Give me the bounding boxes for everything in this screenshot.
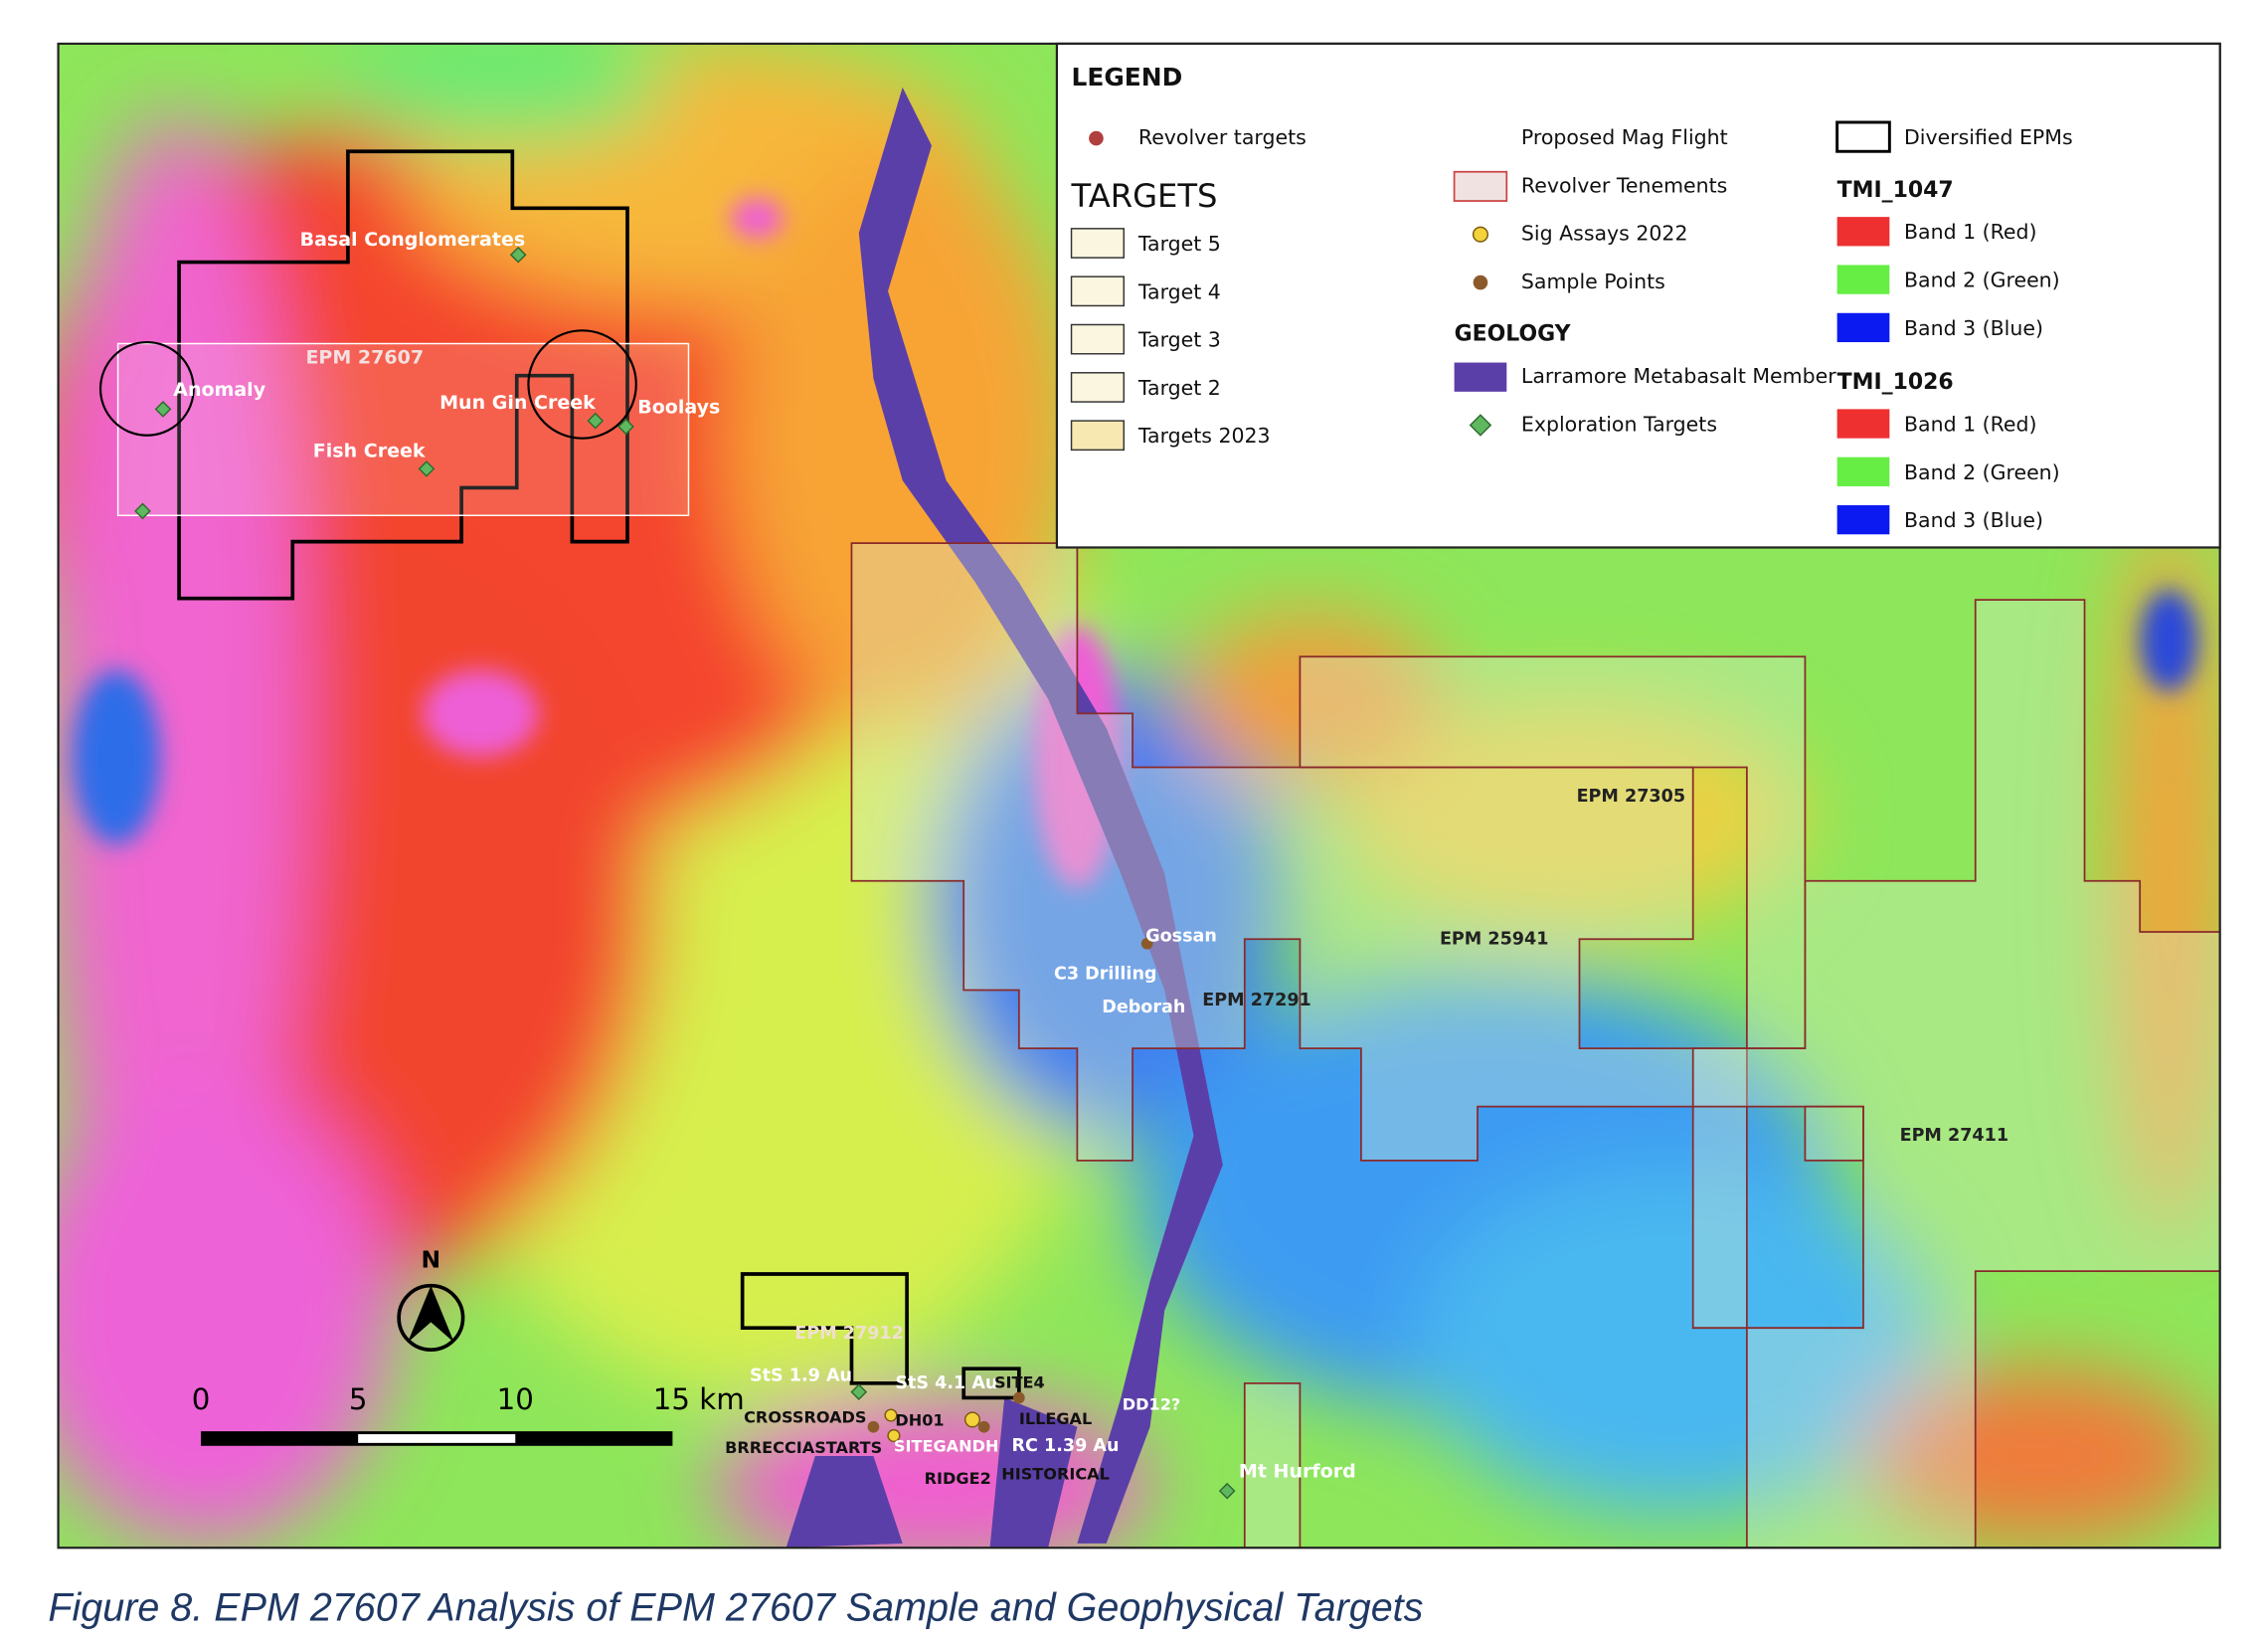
legend-text: Band 1 (Red) — [1904, 412, 2037, 436]
legend-swatch — [1836, 312, 1890, 343]
map-label: SITE4 — [994, 1372, 1045, 1391]
map-label: ILLEGAL — [1019, 1409, 1092, 1428]
legend-swatch — [1070, 323, 1125, 355]
map-label: C3 Drilling — [1054, 964, 1157, 984]
legend-swatch — [1836, 409, 1890, 439]
map-label: Anomaly — [173, 379, 265, 401]
legend-swatch — [1070, 275, 1125, 307]
legend-swatch — [1836, 217, 1890, 247]
legend-title: LEGEND — [1072, 63, 1183, 91]
map-label: EPM 27411 — [1900, 1126, 2008, 1146]
legend-text: Band 2 (Green) — [1904, 460, 2060, 484]
legend-text: Sample Points — [1521, 270, 1665, 293]
map-label: Fish Creek — [313, 440, 427, 461]
legend-text: Revolver targets — [1138, 125, 1307, 149]
map-label: StS 4.1 Au — [895, 1373, 997, 1393]
legend-swatch — [1836, 265, 1890, 294]
legend-heading: GEOLOGY — [1455, 322, 1572, 347]
legend-text: Revolver Tenements — [1521, 173, 1727, 197]
legend-heading: TARGETS — [1071, 177, 1218, 215]
map-label: HISTORICAL — [1001, 1465, 1110, 1484]
north-label: N — [422, 1245, 441, 1273]
scale-label: 5 — [349, 1382, 368, 1416]
legend-text: Band 1 (Red) — [1904, 220, 2037, 244]
legend-swatch — [1836, 456, 1890, 486]
legend-heading: TMI_1047 — [1837, 178, 1954, 203]
map-label: CROSSROADS — [744, 1407, 866, 1426]
caption: Figure 8. EPM 27607 Analysis of EPM 2760… — [48, 1586, 1423, 1630]
legend-text: Targets 2023 — [1137, 424, 1271, 448]
legend-text: Exploration Targets — [1521, 412, 1717, 436]
legend-text: Band 2 (Green) — [1904, 269, 2060, 292]
map-label: Mun Gin Creek — [439, 392, 597, 414]
map-label: EPM 25941 — [1440, 929, 1548, 949]
map-label: Deborah — [1102, 998, 1185, 1017]
legend-swatch — [1070, 372, 1125, 403]
legend-text: Diversified EPMs — [1904, 125, 2073, 149]
map-label: DH01 — [895, 1410, 944, 1429]
legend-swatch — [1070, 228, 1125, 259]
legend-text: Target 2 — [1137, 376, 1221, 400]
scale-label: 10 — [497, 1382, 534, 1416]
legend-text: Target 3 — [1137, 328, 1221, 352]
legend-text: Proposed Mag Flight — [1521, 125, 1728, 149]
map-label: BRRECCIASTARTS — [725, 1438, 882, 1457]
map-label: EPM 27607 — [305, 347, 424, 369]
map-label: RIDGE2 — [925, 1469, 991, 1488]
legend-text: Target 5 — [1137, 232, 1221, 256]
map-label: SITEGANDH — [894, 1437, 999, 1456]
scale-label: 0 — [192, 1382, 211, 1416]
legend-heading: TMI_1026 — [1837, 370, 1954, 395]
map-label: EPM 27291 — [1202, 991, 1310, 1010]
legend-text: Target 4 — [1137, 279, 1221, 303]
map-label: EPM 27305 — [1577, 787, 1685, 807]
map-label: EPM 27912 — [794, 1324, 903, 1344]
map-label: Mt Hurford — [1239, 1461, 1356, 1483]
map-label: Basal Conglomerates — [300, 229, 526, 251]
legend-text: Band 3 (Blue) — [1904, 316, 2043, 340]
scale-label: 15 km — [653, 1382, 745, 1416]
map-label: RC 1.39 Au — [1012, 1436, 1120, 1456]
legend-text: Sig Assays 2022 — [1521, 222, 1688, 246]
map-label: Gossan — [1145, 926, 1217, 946]
map-label: Boolays — [637, 396, 720, 418]
legend-text: Band 3 (Blue) — [1904, 508, 2043, 532]
legend: LEGEND Revolver targets TARGETS Target 5 Tar… — [1055, 42, 2221, 549]
legend-swatch — [1836, 505, 1890, 535]
map-label: StS 1.9 Au — [750, 1366, 852, 1385]
map-label: DD12? — [1123, 1394, 1180, 1413]
legend-swatch — [1070, 420, 1125, 452]
legend-text: Larramore Metabasalt Member — [1521, 364, 1836, 388]
